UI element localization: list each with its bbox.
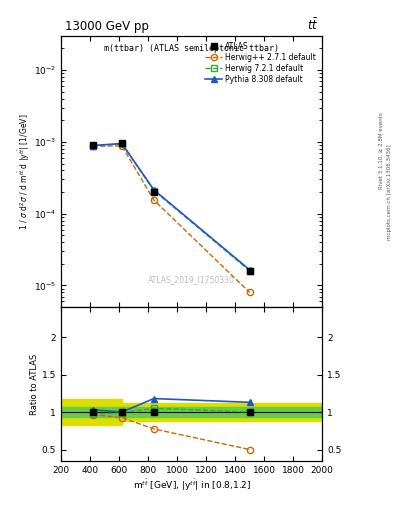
Text: Rivet 3.1.10, ≥ 2.8M events: Rivet 3.1.10, ≥ 2.8M events xyxy=(379,113,384,189)
Text: ATLAS_2019_I1750330: ATLAS_2019_I1750330 xyxy=(148,275,235,285)
Text: $t\bar{t}$: $t\bar{t}$ xyxy=(307,18,318,33)
Text: mcplots.cern.ch [arXiv:1306.3436]: mcplots.cern.ch [arXiv:1306.3436] xyxy=(387,144,391,240)
X-axis label: m$^{t\bar{t}}$ [GeV], |y$^{t\bar{t}}$| in [0.8,1.2]: m$^{t\bar{t}}$ [GeV], |y$^{t\bar{t}}$| i… xyxy=(133,477,250,493)
Y-axis label: Ratio to ATLAS: Ratio to ATLAS xyxy=(30,353,39,415)
Legend: ATLAS, Herwig++ 2.7.1 default, Herwig 7.2.1 default, Pythia 8.308 default: ATLAS, Herwig++ 2.7.1 default, Herwig 7.… xyxy=(203,39,318,86)
Text: 13000 GeV pp: 13000 GeV pp xyxy=(65,20,149,33)
Text: m(ttbar) (ATLAS semileptonic ttbar): m(ttbar) (ATLAS semileptonic ttbar) xyxy=(104,44,279,53)
Y-axis label: 1 / $\sigma$ d$^2\sigma$ / d m$^{t\bar{t}}$ d |y$^{t\bar{t}}$| [1/GeV]: 1 / $\sigma$ d$^2\sigma$ / d m$^{t\bar{t… xyxy=(17,113,32,230)
